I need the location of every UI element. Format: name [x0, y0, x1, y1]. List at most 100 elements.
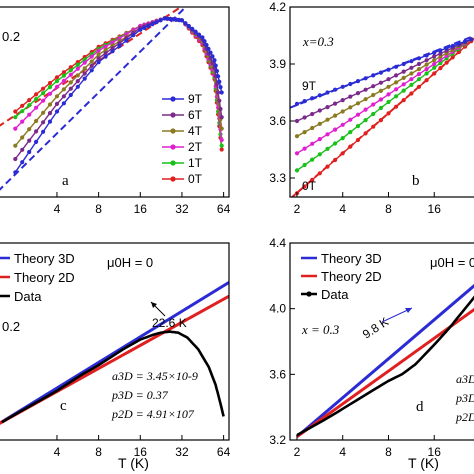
panel-b-label: x=0.3 [302, 34, 334, 49]
panel-d-legend: Theory 3D Theory 2D Data [301, 251, 382, 302]
data-point [82, 71, 87, 76]
panel-d-ticks: 2 4 8 16 3.2 3.6 4.0 4.4 [269, 236, 441, 459]
x-tick-label: 8 [95, 202, 102, 216]
data-point [103, 51, 108, 56]
data-point [20, 109, 25, 114]
data-point [82, 57, 87, 62]
data-point [41, 91, 46, 96]
panel-c-x-axis-label: T (K) [118, 455, 149, 471]
data-point [68, 86, 73, 91]
panel-d-x-axis-label: T (K) [408, 455, 439, 471]
data-point [310, 157, 315, 162]
x-tick-label: 8 [95, 445, 102, 459]
data-point [61, 87, 66, 92]
data-point [27, 149, 32, 155]
y-tick-label: 3.9 [269, 57, 286, 71]
data-point [89, 59, 94, 64]
data-point [371, 124, 376, 129]
data-point [401, 61, 406, 67]
panel-c-annotation-arrowhead [151, 302, 157, 308]
panel-d-frame [289, 242, 474, 441]
data-point [13, 156, 18, 162]
data-point [68, 68, 73, 73]
panel-d-letter: d [416, 399, 424, 415]
panel-c-x-ticks: 4 8 16 32 64 [54, 435, 231, 459]
data-point [378, 80, 383, 85]
data-point [450, 43, 455, 49]
data-point [355, 79, 361, 84]
data-point [363, 97, 368, 102]
data-point [89, 68, 94, 73]
data-point [438, 57, 443, 63]
legend-label: 1T [188, 156, 203, 170]
data-point [333, 87, 338, 92]
legend-label-theory-2d: Theory 2D [14, 270, 75, 285]
legend-label-data: Data [321, 287, 349, 302]
data-point [142, 25, 147, 30]
data-point [13, 170, 18, 175]
data-point [158, 18, 163, 23]
data-point [363, 76, 368, 81]
data-point [54, 75, 60, 80]
data-point [34, 118, 39, 124]
x-tick-label: 32 [175, 202, 189, 216]
panel-c-param-p3d: p3D = 0.37 [111, 388, 169, 402]
data-point [218, 85, 223, 90]
data-point [469, 37, 474, 42]
data-point [124, 38, 129, 43]
x-tick-label: 16 [134, 445, 148, 459]
data-point [409, 91, 414, 96]
data-point [27, 103, 32, 108]
data-point [68, 72, 73, 77]
panel-b: 2 4 8 16 3.3 3.6 3.9 4.2 x=0.3 9T 0T b [269, 0, 474, 216]
data-point [456, 49, 461, 55]
data-point [416, 72, 422, 77]
x-tick-label: 16 [428, 445, 442, 459]
data-point [82, 60, 87, 65]
data-point [355, 101, 361, 106]
panel-c: 4 8 16 32 64 Theory 3D Theory 2D Data μ0H = … [0, 242, 231, 471]
panel-c-label-fragment: 0.2 [2, 319, 20, 334]
panel-c-frame [0, 242, 230, 441]
data-point [333, 113, 338, 118]
data-point [27, 127, 32, 132]
panel-a-label-fragment: 0.2 [2, 29, 20, 44]
data-point [219, 137, 224, 143]
data-point [20, 160, 25, 165]
data-point [340, 98, 345, 103]
data-point [41, 129, 46, 134]
legend-label-theory-3d: Theory 3D [321, 251, 382, 266]
data-point [214, 68, 219, 74]
data-point [34, 97, 39, 102]
data-point [208, 50, 213, 55]
data-point [302, 162, 307, 168]
data-point [401, 82, 406, 87]
data-point [212, 58, 217, 63]
data-point [68, 92, 73, 98]
data-point [89, 63, 94, 68]
data-point [216, 74, 221, 79]
data-point [340, 122, 345, 127]
data-point [54, 101, 60, 106]
data-point [444, 60, 449, 65]
series-group [290, 34, 474, 197]
data-point [333, 157, 338, 163]
legend-marker [170, 176, 176, 182]
data-point [386, 111, 391, 116]
data-point [41, 98, 46, 103]
panel-c-param-p2d: p2D = 4.91×107 [111, 407, 195, 421]
data-point [34, 92, 39, 97]
data-point [317, 121, 322, 126]
fit-line [0, 7, 188, 191]
data-point [424, 58, 429, 63]
data-point [325, 90, 330, 95]
data-point [68, 65, 73, 70]
data-point [355, 137, 361, 143]
data-point [196, 32, 202, 37]
data-point [348, 117, 353, 122]
data-point [47, 119, 53, 124]
panel-a-legend: 9T 6T 4T 2T 1T 0T [162, 92, 203, 186]
data-point [110, 49, 115, 54]
data-point [416, 77, 422, 82]
x-tick-label: 16 [134, 202, 148, 216]
